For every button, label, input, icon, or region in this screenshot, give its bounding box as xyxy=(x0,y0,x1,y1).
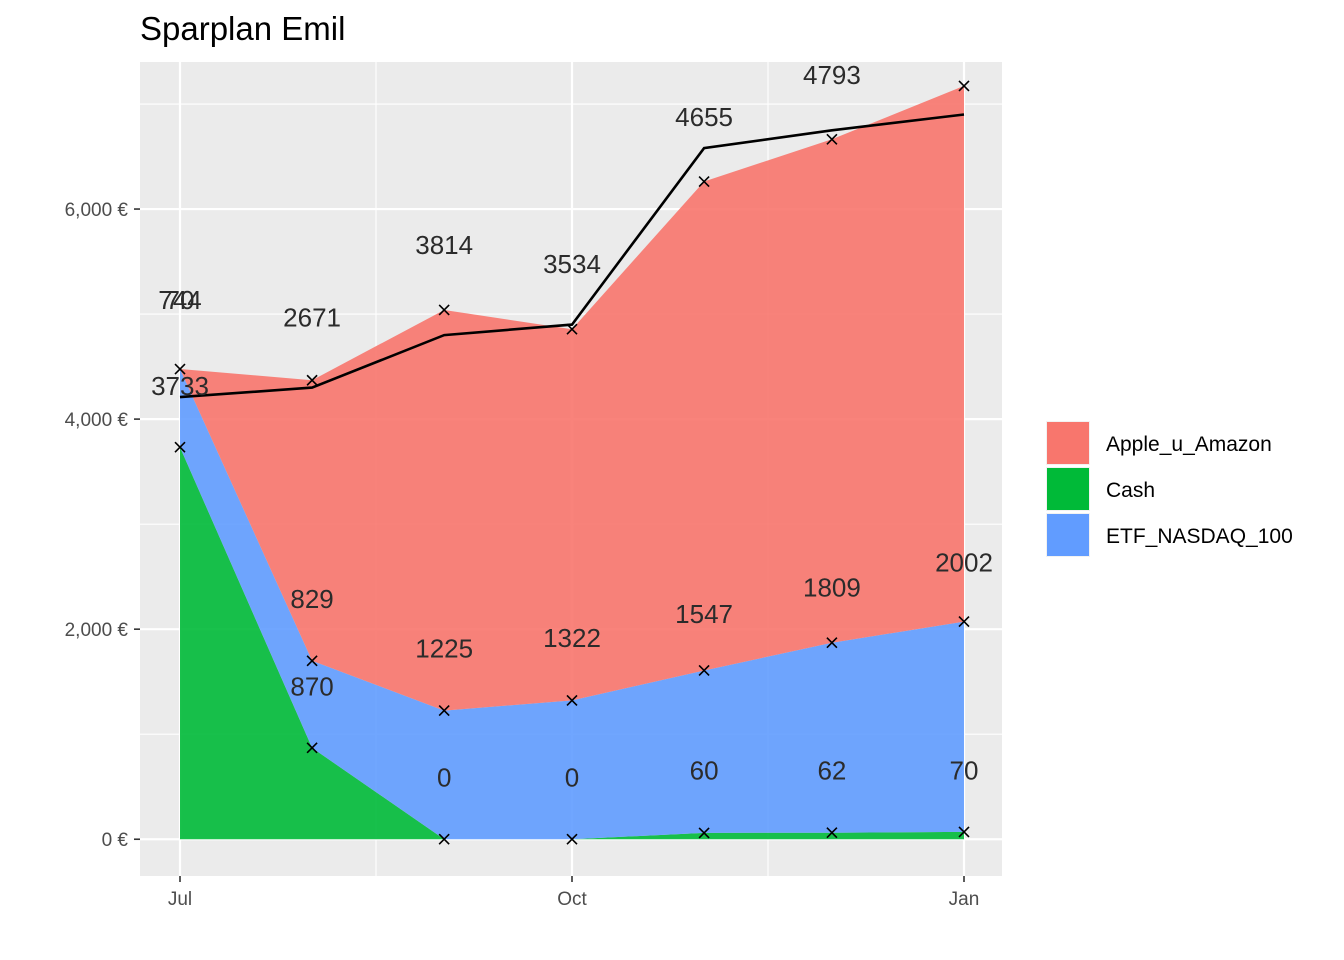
point-marker xyxy=(174,363,186,375)
point-marker xyxy=(306,374,318,386)
point-marker xyxy=(826,637,838,649)
point-marker xyxy=(438,304,450,316)
y-tick-label: 6,000 € xyxy=(65,200,129,221)
data-label: 1225 xyxy=(415,634,473,664)
data-label: 1322 xyxy=(543,623,601,653)
chart-title: Sparplan Emil xyxy=(140,10,345,47)
point-marker xyxy=(826,133,838,145)
point-marker xyxy=(306,742,318,754)
area-cash xyxy=(180,447,964,840)
point-marker xyxy=(826,827,838,839)
area-etf-nasdaq-100 xyxy=(180,369,964,840)
area-apple-u-amazon xyxy=(180,85,964,711)
legend-label: Apple_u_Amazon xyxy=(1106,433,1272,456)
data-label: 0 xyxy=(437,763,451,793)
legend-label: ETF_NASDAQ_100 xyxy=(1106,525,1293,548)
data-label: 2671 xyxy=(283,303,341,333)
area-layers xyxy=(180,85,964,840)
data-label: 829 xyxy=(290,584,333,614)
legend-key-cash xyxy=(1047,468,1089,510)
legend-key-etf-nasdaq-100 xyxy=(1047,514,1089,556)
data-label: 870 xyxy=(290,671,333,701)
x-tick-label: Oct xyxy=(557,889,587,910)
data-labels: 7447037332671829870381412250353413220465… xyxy=(151,60,993,793)
point-marker xyxy=(958,80,970,92)
legend: Apple_u_Amazon Cash ETF_NASDAQ_100 xyxy=(1046,421,1293,557)
y-axis: 0 € 2,000 € 4,000 € 6,000 € xyxy=(65,200,140,851)
point-marker xyxy=(698,175,710,188)
data-label: 62 xyxy=(817,755,846,785)
point-marker xyxy=(566,694,578,706)
point-marker xyxy=(698,827,710,839)
data-label: 3733 xyxy=(151,371,209,401)
data-label: 70 xyxy=(950,755,979,785)
point-marker xyxy=(174,441,186,453)
point-marker xyxy=(566,833,578,845)
legend-key-apple-u-amazon xyxy=(1047,422,1089,464)
data-label: 3814 xyxy=(415,230,473,260)
point-marker xyxy=(438,833,450,845)
point-markers xyxy=(174,80,970,845)
data-label: 1809 xyxy=(803,573,861,603)
data-label: 1547 xyxy=(675,599,733,629)
y-tick-label: 4,000 € xyxy=(65,410,129,431)
data-label: 4655 xyxy=(675,102,733,132)
data-label: 744 xyxy=(158,285,201,315)
data-label: 60 xyxy=(690,755,719,785)
data-label: 4793 xyxy=(803,60,861,90)
y-tick-label: 0 € xyxy=(102,830,129,851)
point-marker xyxy=(698,664,710,677)
point-marker xyxy=(438,705,450,717)
total-line-layer xyxy=(179,113,965,399)
x-tick-label: Jan xyxy=(949,889,980,910)
y-tick-label: 2,000 € xyxy=(65,620,129,641)
data-label: 70 xyxy=(166,285,195,315)
data-label: 3534 xyxy=(543,249,601,279)
point-marker xyxy=(566,323,578,335)
point-marker xyxy=(958,826,970,838)
point-marker xyxy=(958,616,970,628)
data-label: 0 xyxy=(565,763,579,793)
total-line xyxy=(179,113,965,399)
legend-label: Cash xyxy=(1106,479,1155,502)
point-marker xyxy=(306,655,318,667)
data-label: 2002 xyxy=(935,547,993,577)
x-axis: Jul Oct Jan xyxy=(168,876,979,910)
x-tick-label: Jul xyxy=(168,889,192,910)
